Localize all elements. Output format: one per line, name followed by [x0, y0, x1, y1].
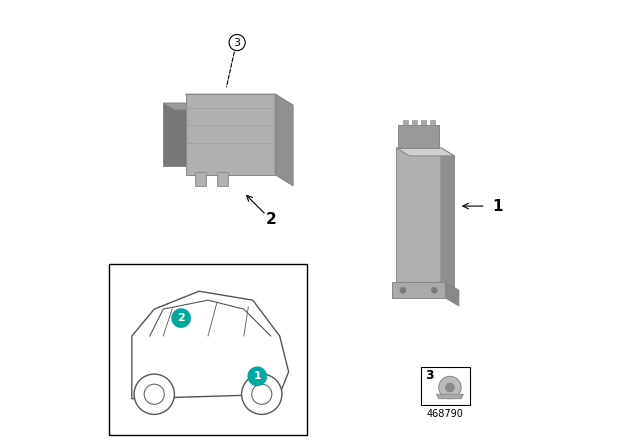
Bar: [392, 282, 445, 298]
Polygon shape: [163, 103, 186, 166]
Polygon shape: [396, 148, 441, 282]
Bar: [421, 367, 470, 405]
Polygon shape: [186, 94, 293, 105]
Text: 1: 1: [253, 371, 261, 381]
Circle shape: [172, 308, 191, 328]
Polygon shape: [163, 103, 197, 110]
Circle shape: [242, 374, 282, 414]
Bar: [403, 120, 408, 125]
Bar: [421, 120, 426, 125]
Circle shape: [248, 366, 267, 386]
Bar: [430, 120, 435, 125]
Bar: [412, 120, 417, 125]
Polygon shape: [445, 282, 459, 306]
Polygon shape: [396, 148, 454, 156]
Polygon shape: [398, 125, 439, 148]
Circle shape: [229, 34, 245, 51]
Polygon shape: [275, 94, 293, 186]
Polygon shape: [436, 394, 463, 399]
Text: 2: 2: [177, 313, 185, 323]
Polygon shape: [186, 94, 275, 175]
Circle shape: [252, 384, 272, 404]
Text: 2: 2: [266, 212, 276, 227]
Circle shape: [439, 376, 461, 399]
Bar: [217, 172, 228, 186]
Text: 1: 1: [493, 198, 503, 214]
Circle shape: [431, 287, 437, 293]
Circle shape: [144, 384, 164, 404]
Circle shape: [400, 287, 406, 293]
Circle shape: [134, 374, 174, 414]
Text: 3: 3: [426, 369, 434, 382]
Bar: [109, 264, 307, 435]
Circle shape: [445, 383, 454, 392]
Text: 3: 3: [234, 38, 241, 47]
Text: 468790: 468790: [427, 409, 464, 419]
Bar: [195, 172, 206, 186]
Polygon shape: [132, 291, 289, 399]
Polygon shape: [441, 148, 454, 290]
